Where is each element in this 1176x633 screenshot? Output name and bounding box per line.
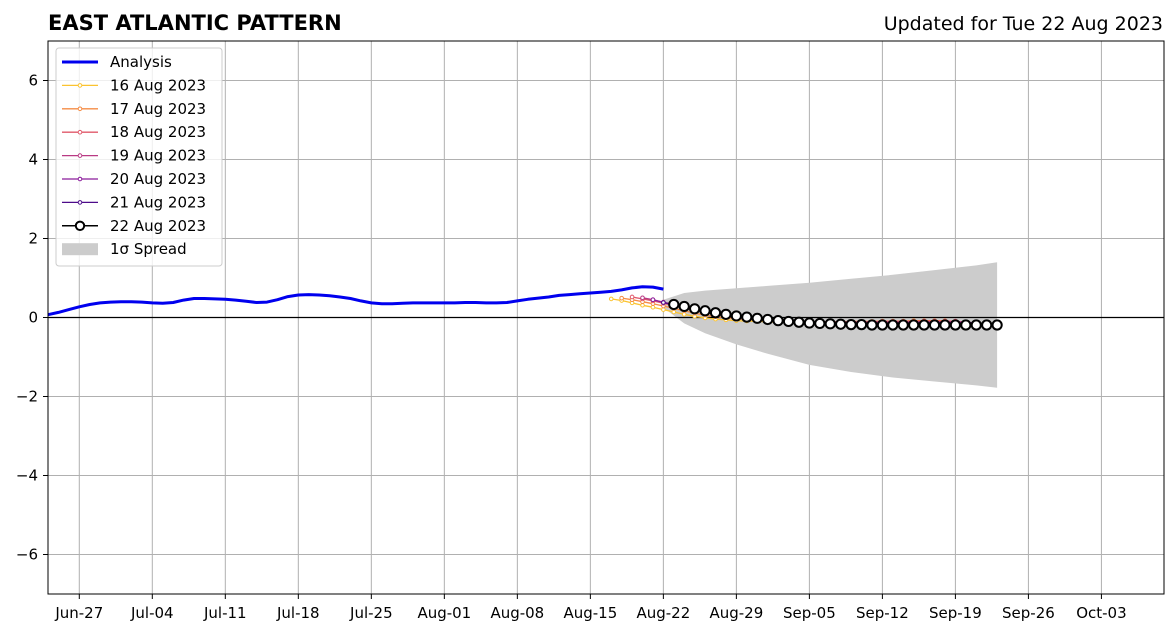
data-point — [949, 319, 962, 331]
legend-marker — [77, 129, 83, 135]
x-tick-label: Sep-26 — [1002, 604, 1055, 622]
data-point — [876, 319, 888, 331]
legend-label: 22 Aug 2023 — [110, 217, 206, 235]
x-tick-label: Aug-29 — [709, 604, 763, 622]
legend-entry: 21 Aug 2023 — [62, 193, 206, 211]
legend-swatch — [62, 243, 98, 256]
data-point — [751, 312, 763, 324]
data-point — [762, 313, 774, 326]
data-point — [866, 319, 878, 331]
data-point — [741, 311, 753, 323]
y-tick-label: −6 — [16, 546, 38, 564]
data-point — [782, 315, 795, 328]
y-tick-label: −2 — [16, 388, 38, 406]
x-tick-label: Sep-19 — [929, 604, 982, 622]
legend-marker — [74, 220, 86, 232]
data-point — [709, 307, 722, 319]
x-tick-label: Jul-25 — [349, 604, 393, 622]
data-point — [629, 294, 635, 300]
data-point — [960, 319, 972, 331]
legend-entry: 1σ Spread — [62, 240, 187, 258]
data-point — [918, 319, 930, 331]
legend-marker — [77, 153, 83, 158]
data-point — [720, 308, 732, 320]
x-tick-label: Jul-18 — [276, 604, 320, 622]
data-point — [908, 319, 920, 331]
data-point — [824, 318, 836, 330]
series-line — [47, 285, 664, 317]
x-tick-label: Aug-15 — [563, 604, 617, 622]
data-point — [845, 319, 857, 331]
data-point — [928, 319, 941, 331]
x-tick-label: Jul-04 — [130, 604, 174, 622]
chart-subtitle: Updated for Tue 22 Aug 2023 — [884, 13, 1163, 35]
data-point — [897, 319, 909, 331]
legend-entry: 22 Aug 2023 — [62, 217, 206, 235]
x-tick-label: Aug-22 — [636, 604, 690, 622]
x-tick-label: Aug-08 — [490, 604, 544, 622]
data-point — [803, 317, 815, 329]
legend-label: 21 Aug 2023 — [110, 193, 206, 211]
data-point — [608, 296, 614, 302]
data-point — [668, 298, 680, 311]
data-point — [661, 300, 666, 305]
data-point — [793, 316, 805, 328]
data-point — [814, 317, 826, 330]
data-point — [981, 319, 993, 331]
legend-marker — [77, 200, 83, 205]
legend-entry: 19 Aug 2023 — [62, 147, 206, 165]
legend-label: 1σ Spread — [110, 240, 187, 258]
legend-marker — [77, 83, 83, 88]
y-tick-label: −4 — [16, 467, 38, 485]
legend-label: 16 Aug 2023 — [110, 76, 206, 94]
legend: Analysis 16 Aug 2023 17 Aug 2023 18 Aug 202… — [55, 47, 223, 267]
y-tick-label: 2 — [28, 230, 38, 248]
series-7 — [668, 298, 1003, 331]
legend-entry: Analysis — [62, 53, 172, 71]
y-tick-label: 6 — [28, 72, 38, 90]
y-tick-label: 4 — [28, 151, 38, 169]
data-point — [855, 319, 868, 331]
legend-entry: 18 Aug 2023 — [62, 123, 206, 141]
legend-entry: 16 Aug 2023 — [62, 76, 206, 94]
chart-title: EAST ATLANTIC PATTERN — [48, 11, 342, 35]
legend-label: 19 Aug 2023 — [110, 147, 206, 165]
legend-entry: 20 Aug 2023 — [62, 170, 206, 188]
legend-marker — [77, 106, 83, 112]
legend-box — [55, 47, 223, 267]
x-tick-label: Oct-03 — [1076, 604, 1126, 622]
data-point — [939, 319, 951, 331]
x-tick-label: Jul-11 — [203, 604, 247, 622]
data-point — [730, 310, 742, 322]
legend-label: 18 Aug 2023 — [110, 123, 206, 141]
data-point — [970, 319, 982, 331]
legend-label: Analysis — [110, 53, 172, 71]
legend-label: 20 Aug 2023 — [110, 170, 206, 188]
data-point — [640, 295, 645, 301]
data-point — [619, 295, 624, 301]
data-point — [699, 305, 711, 317]
data-point — [887, 319, 899, 331]
data-point — [689, 303, 701, 315]
series-0 — [47, 285, 664, 317]
x-tick-label: Aug-01 — [417, 604, 471, 622]
tick-layer: Jun-27 Jul-04 Jul-11 Jul-18 Jul-25 Aug-01 Aug-… — [16, 72, 1127, 623]
legend-label: 17 Aug 2023 — [110, 100, 206, 118]
x-tick-label: Jun-27 — [54, 604, 103, 622]
series-layer — [47, 285, 1003, 331]
data-point — [772, 315, 784, 327]
legend-entry: 17 Aug 2023 — [62, 100, 206, 118]
data-point — [835, 318, 847, 330]
y-tick-label: 0 — [28, 309, 38, 327]
data-point — [991, 319, 1003, 331]
legend-marker — [77, 176, 83, 182]
x-tick-label: Sep-05 — [783, 604, 836, 622]
data-point — [678, 300, 690, 313]
x-tick-label: Sep-12 — [856, 604, 909, 622]
data-point — [650, 297, 656, 303]
